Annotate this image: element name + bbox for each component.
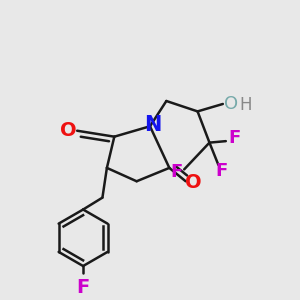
- Text: O: O: [185, 173, 201, 192]
- Text: N: N: [144, 115, 162, 135]
- Text: F: F: [76, 278, 90, 297]
- Text: F: F: [171, 164, 183, 181]
- Text: H: H: [239, 97, 252, 115]
- Text: O: O: [224, 95, 239, 113]
- Text: F: F: [215, 162, 227, 180]
- Text: O: O: [60, 121, 76, 140]
- Text: F: F: [229, 129, 241, 147]
